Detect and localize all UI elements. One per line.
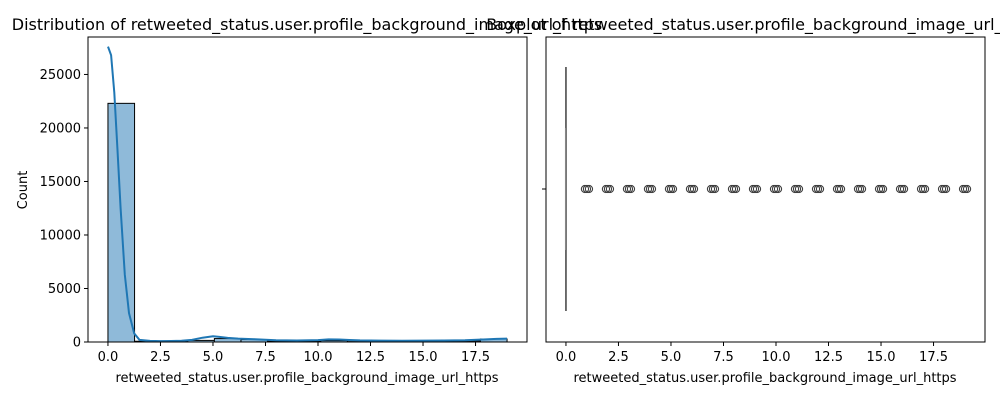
y-tick-label: 15000: [40, 175, 81, 190]
outlier-point: [790, 184, 804, 194]
x-tick-label: 0.0: [556, 350, 577, 365]
y-tick-label: 5000: [48, 282, 81, 297]
x-tick-label: 17.5: [919, 350, 948, 365]
x-tick-label: 17.5: [461, 350, 490, 365]
outlier-point: [706, 184, 720, 194]
y-tick-label: 20000: [40, 121, 81, 136]
histogram-y-axis-label: Count: [16, 171, 31, 210]
boxplot-title: Boxplot of retweeted_status.user.profile…: [486, 15, 1000, 35]
x-tick-label: 5.0: [203, 350, 224, 365]
x-tick-label: 10.0: [304, 350, 333, 365]
boxplot-box: [564, 67, 567, 311]
y-tick-label: 25000: [40, 68, 81, 83]
x-tick-label: 15.0: [409, 350, 438, 365]
x-tick-label: 5.0: [661, 350, 682, 365]
boxplot-x-axis-label: retweeted_status.user.profile_background…: [573, 371, 956, 386]
kde-line: [107, 46, 508, 343]
outlier-point: [937, 184, 951, 194]
outlier-point: [811, 184, 825, 194]
outlier-point: [958, 184, 972, 194]
outlier-point: [874, 184, 888, 194]
outlier-point: [685, 184, 699, 194]
x-tick-label: 2.5: [150, 350, 171, 365]
histogram-title: Distribution of retweeted_status.user.pr…: [12, 15, 602, 35]
y-tick-label: 10000: [40, 228, 81, 243]
outlier-point: [853, 184, 867, 194]
outlier-point: [895, 184, 909, 194]
outlier-point: [643, 184, 657, 194]
boxplot-outliers: [580, 184, 972, 194]
outlier-point: [664, 184, 678, 194]
x-tick-label: 7.5: [255, 350, 276, 365]
outlier-point: [622, 184, 636, 194]
x-tick-label: 2.5: [608, 350, 629, 365]
histogram-bars: [107, 102, 508, 343]
x-tick-label: 12.5: [814, 350, 843, 365]
boxplot-x-ticks: 0.0 2.5 5.0 7.5 10.0 12.5 15.0 17.5: [556, 342, 948, 365]
x-tick-label: 0.0: [98, 350, 119, 365]
y-tick-label: 0: [73, 336, 81, 351]
histogram-plot-frame: [87, 36, 528, 343]
x-tick-label: 10.0: [762, 350, 791, 365]
outlier-point: [916, 184, 930, 194]
histogram-panel: Distribution of retweeted_status.user.pr…: [12, 15, 602, 386]
outlier-point: [769, 184, 783, 194]
outlier-point: [832, 184, 846, 194]
x-tick-label: 12.5: [356, 350, 385, 365]
histogram-y-ticks: 0 5000 10000 15000 20000 25000: [40, 68, 88, 351]
outlier-point: [601, 184, 615, 194]
outlier-point: [727, 184, 741, 194]
x-tick-label: 15.0: [867, 350, 896, 365]
histogram-x-ticks: 0.0 2.5 5.0 7.5 10.0 12.5 15.0 17.5: [98, 342, 490, 365]
outlier-point: [748, 184, 762, 194]
boxplot-panel: Boxplot of retweeted_status.user.profile…: [486, 15, 1000, 386]
outlier-point: [580, 184, 594, 194]
histogram-x-axis-label: retweeted_status.user.profile_background…: [115, 371, 498, 386]
x-tick-label: 7.5: [713, 350, 734, 365]
